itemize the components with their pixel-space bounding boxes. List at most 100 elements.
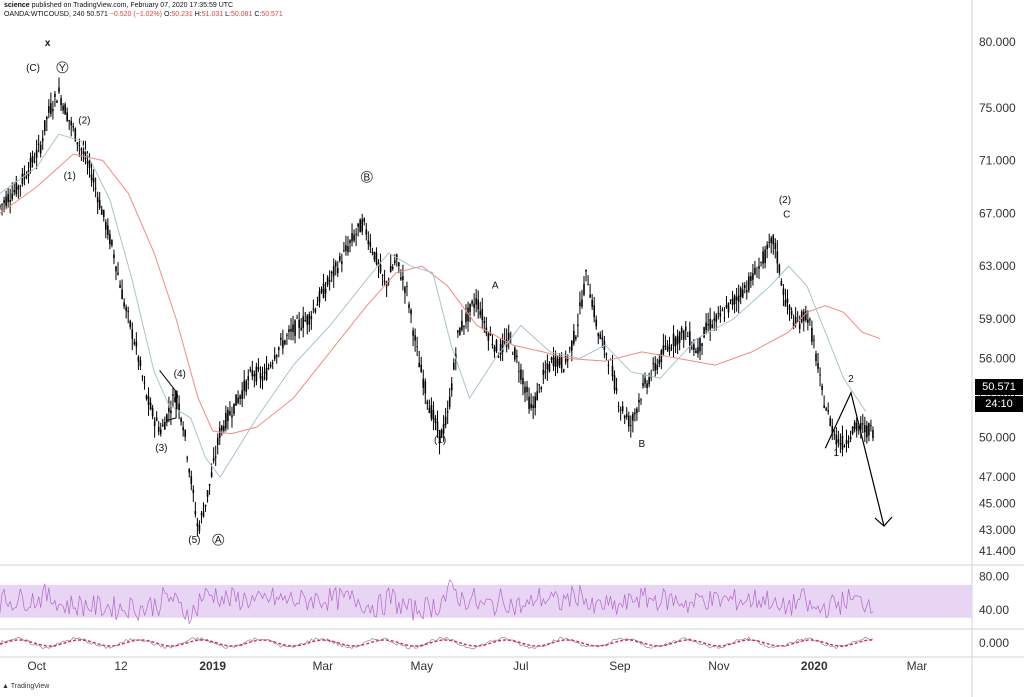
candle-body xyxy=(280,337,282,340)
candle-body xyxy=(837,439,840,443)
candle-body xyxy=(662,345,665,354)
candle-body xyxy=(829,418,832,426)
candle-body xyxy=(717,312,720,314)
candle-body xyxy=(465,313,467,323)
candle-body xyxy=(843,445,846,447)
candle-body xyxy=(760,261,762,263)
candle-body xyxy=(410,309,412,315)
candle-body xyxy=(839,443,842,445)
candle-body xyxy=(721,310,724,312)
candle-body xyxy=(644,378,646,384)
candle-body xyxy=(585,269,587,272)
candle-body xyxy=(0,205,1,207)
candle-body xyxy=(575,336,577,340)
candle-body xyxy=(457,330,459,333)
close-value: 50.571 xyxy=(261,11,283,18)
low-value: 50.081 xyxy=(230,11,253,18)
candle-body xyxy=(471,301,473,304)
time-tick-label: 2020 xyxy=(801,659,828,673)
candle-body xyxy=(868,423,870,436)
candle-body xyxy=(817,363,819,369)
candle-body xyxy=(778,264,781,273)
price-tick-label: 45.000 xyxy=(979,497,1016,511)
candle-body xyxy=(302,316,304,328)
candle-body xyxy=(845,439,848,445)
candle-body xyxy=(198,525,201,532)
candle-body xyxy=(320,288,323,293)
candle-body xyxy=(255,366,258,382)
candle-body xyxy=(143,382,146,384)
candle-body xyxy=(92,178,95,183)
candle-body xyxy=(245,380,248,392)
candle-body xyxy=(450,383,453,391)
candle-body xyxy=(729,299,732,301)
candle-body xyxy=(1,204,3,206)
candle-body xyxy=(180,418,182,422)
candle-body xyxy=(499,344,502,355)
candle-body xyxy=(277,347,280,351)
low-label: L: xyxy=(225,11,231,18)
candle-body xyxy=(74,128,77,142)
candle-body xyxy=(603,340,606,350)
candle-body xyxy=(176,393,178,398)
candle-body xyxy=(544,371,547,373)
time-tick-label: Mar xyxy=(907,659,928,673)
candle-body xyxy=(786,298,789,303)
candle-body xyxy=(516,355,518,358)
candle-body xyxy=(178,403,180,411)
candle-body xyxy=(847,440,850,443)
macd-tick-label: 0.000 xyxy=(979,636,1009,650)
candle-body xyxy=(581,299,583,307)
candle-body xyxy=(365,229,368,235)
candle-body xyxy=(159,429,162,434)
candle-body xyxy=(273,355,276,360)
candle-body xyxy=(206,490,209,497)
candle-body xyxy=(870,425,872,427)
candle-body xyxy=(115,266,117,272)
wave-label: B xyxy=(363,172,370,183)
candle-body xyxy=(5,196,7,206)
candle-body xyxy=(737,295,740,302)
candle-body xyxy=(157,426,160,432)
candle-body xyxy=(776,251,779,264)
candle-body xyxy=(695,350,697,354)
open-value: 50.231 xyxy=(171,11,193,18)
candle-body xyxy=(859,422,862,430)
candle-body xyxy=(807,319,809,323)
candle-body xyxy=(127,311,129,313)
tradingview-logo[interactable]: ▲ TradingView xyxy=(2,683,50,690)
candle-body xyxy=(420,364,423,373)
candle-body xyxy=(550,357,553,360)
publisher-name[interactable]: science xyxy=(4,2,30,9)
candle-body xyxy=(414,335,416,341)
candle-body xyxy=(475,298,477,305)
candle-body xyxy=(391,267,394,269)
candle-body xyxy=(788,305,791,310)
candle-body xyxy=(780,281,783,286)
candle-body xyxy=(133,342,136,344)
candle-body xyxy=(316,303,319,306)
candle-body xyxy=(400,277,402,280)
wave-label: A xyxy=(492,281,499,292)
moving-average-slow xyxy=(0,153,881,435)
candle-body xyxy=(125,307,127,312)
candle-body xyxy=(493,346,496,352)
candle-body xyxy=(461,320,463,330)
candle-body xyxy=(290,328,292,332)
candle-body xyxy=(546,363,549,370)
candle-body xyxy=(271,362,274,364)
candle-body xyxy=(383,280,386,282)
symbol-label[interactable]: OANDA:WTICOUSD, 240 xyxy=(4,11,85,18)
candle-body xyxy=(599,334,602,339)
candle-body xyxy=(308,314,311,325)
price-change: −0.520 (−1.02%) xyxy=(109,11,162,18)
candle-body xyxy=(229,411,231,415)
wave-label: (5) xyxy=(188,535,200,546)
price-candles xyxy=(0,77,874,537)
candle-body xyxy=(448,396,451,408)
candle-body xyxy=(739,288,742,297)
wave-label: (1) xyxy=(434,435,446,446)
candle-body xyxy=(646,383,648,389)
candle-body xyxy=(733,295,736,304)
